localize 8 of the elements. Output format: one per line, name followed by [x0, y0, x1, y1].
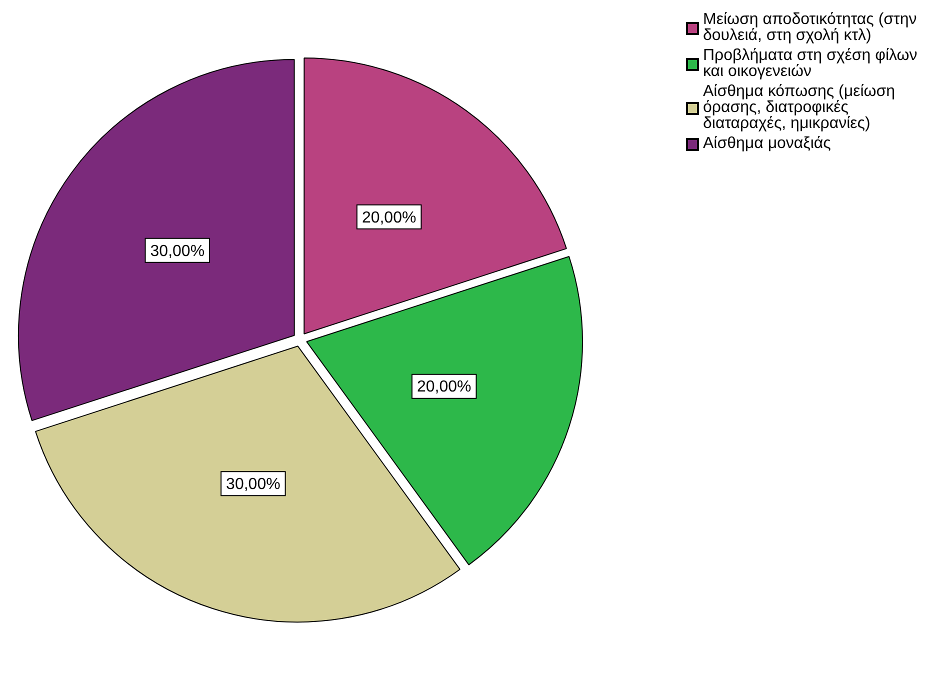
- data-label: 20,00%: [362, 209, 416, 226]
- legend-label: Μείωση αποδοτικότητας (στην δουλειά, στη σχολή κτλ): [703, 11, 918, 44]
- data-label: 20,00%: [416, 378, 472, 396]
- data-label: 30,00%: [226, 476, 280, 494]
- data-label: 30,00%: [150, 242, 205, 260]
- legend-label: Αίσθημα μοναξιάς: [703, 135, 831, 152]
- legend-label: Αίσθημα κόπωσης (μείωση όρασης, διατροφικές διαταραχές, ημικρανίες): [703, 83, 896, 132]
- legend-label: Προβλήματα στη σχέση φίλων και οικογενειών: [703, 47, 918, 80]
